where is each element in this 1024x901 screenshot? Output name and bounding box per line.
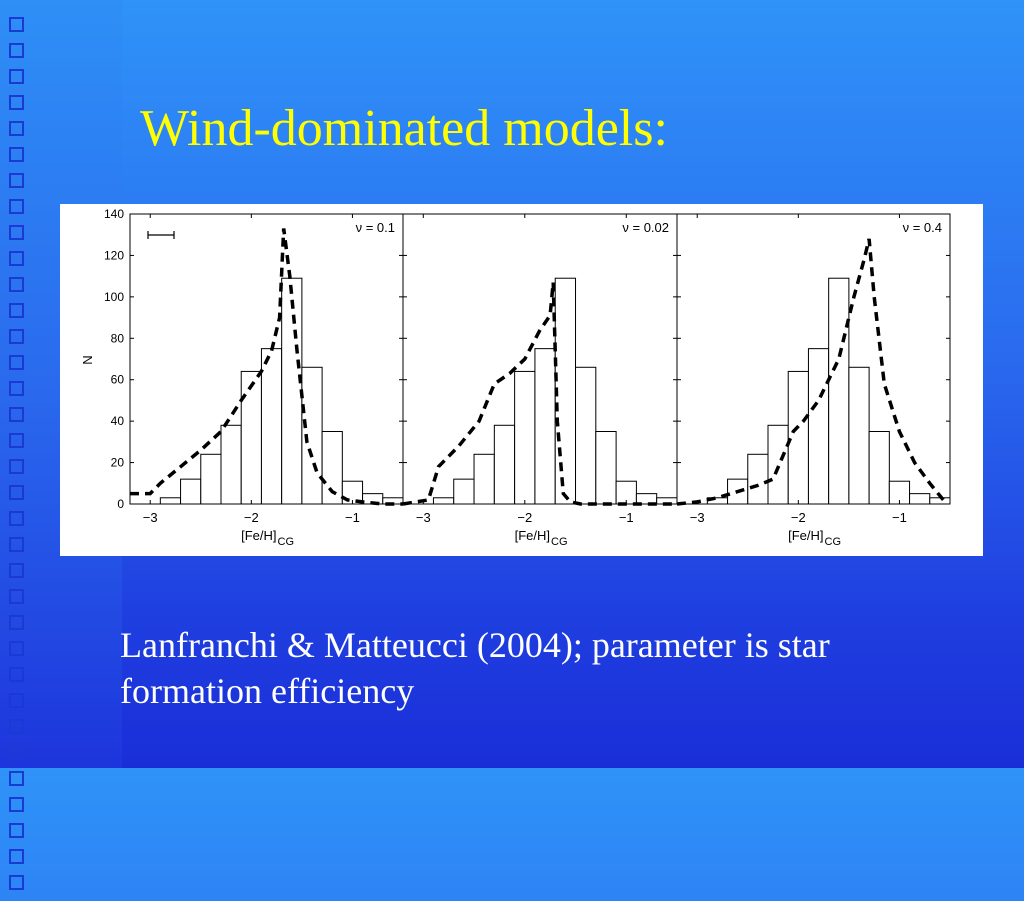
decorative-square: [9, 251, 24, 266]
decorative-square: [9, 875, 24, 890]
decorative-square: [9, 303, 24, 318]
x-tick-label: −1: [345, 510, 360, 525]
panel-label: ν = 0.4: [903, 220, 942, 235]
histogram-bar: [595, 431, 617, 505]
histogram-bar: [554, 277, 577, 505]
decorative-square: [9, 381, 24, 396]
histogram-bar: [868, 431, 890, 505]
histogram-bar: [575, 366, 597, 505]
x-tick-label: −2: [517, 510, 532, 525]
decorative-square: [9, 225, 24, 240]
histogram-bar: [281, 277, 303, 505]
decorative-square: [9, 615, 24, 630]
decorative-square: [9, 745, 24, 760]
histogram-bar: [767, 424, 789, 505]
histogram-bar: [787, 370, 809, 505]
square-pattern: [9, 17, 25, 901]
histogram-bar: [260, 348, 283, 505]
decorative-square: [9, 433, 24, 448]
x-tick-label: −1: [892, 510, 907, 525]
slide-caption: Lanfranchi & Matteucci (2004); parameter…: [120, 625, 830, 711]
decorative-square: [9, 849, 24, 864]
x-tick-label: −1: [619, 510, 634, 525]
x-axis-label: [Fe/H]: [515, 528, 550, 543]
y-tick-label: 20: [111, 456, 125, 470]
decorative-square: [9, 667, 24, 682]
decorative-square: [9, 69, 24, 84]
histogram-bar: [473, 453, 495, 505]
histogram-bar: [929, 497, 951, 505]
panel-label: ν = 0.02: [622, 220, 669, 235]
histogram-bar: [807, 348, 830, 505]
decorative-square: [9, 459, 24, 474]
y-tick-label: 140: [104, 207, 124, 221]
histogram-bar: [514, 370, 536, 505]
histogram-bar: [432, 497, 455, 505]
x-axis-label-subscript: CG: [278, 536, 295, 548]
model-curve: [676, 238, 947, 506]
x-tick-label: −3: [690, 510, 705, 525]
slide-title: Wind-dominated models:: [140, 100, 668, 157]
histogram-bar: [848, 366, 870, 505]
model-curve: [402, 282, 677, 506]
y-tick-label: 40: [111, 414, 125, 428]
y-tick-label: 0: [117, 497, 124, 511]
x-axis-label-subscript: CG: [825, 536, 842, 548]
x-tick-label: −2: [244, 510, 259, 525]
histogram-bar: [534, 348, 556, 505]
decorative-square: [9, 641, 24, 656]
decorative-square: [9, 823, 24, 838]
histogram-bar: [747, 453, 769, 505]
decorative-square: [9, 355, 24, 370]
x-tick-label: −3: [416, 510, 431, 525]
histogram-bar: [493, 424, 516, 505]
decorative-square: [9, 17, 24, 32]
x-tick-label: −3: [143, 510, 158, 525]
histogram-bar: [828, 277, 850, 505]
y-tick-label: 60: [111, 373, 125, 387]
decorative-square: [9, 199, 24, 214]
y-axis-label: N: [80, 355, 95, 364]
x-tick-label: −2: [791, 510, 806, 525]
decorative-square: [9, 797, 24, 812]
histogram-bar: [321, 431, 343, 505]
decorative-square: [9, 173, 24, 188]
decorative-square: [9, 95, 24, 110]
decorative-square: [9, 147, 24, 162]
model-curve: [130, 228, 403, 506]
decorative-square: [9, 329, 24, 344]
histogram-bar: [909, 493, 931, 505]
y-tick-label: 100: [104, 290, 124, 304]
decorative-square: [9, 563, 24, 578]
x-axis-label-subscript: CG: [551, 536, 568, 548]
decorative-square: [9, 771, 24, 786]
histogram-bar: [180, 478, 202, 505]
decorative-square: [9, 43, 24, 58]
histogram-bar: [220, 424, 242, 505]
x-axis-label: [Fe/H]: [788, 528, 823, 543]
decorative-square: [9, 589, 24, 604]
histogram-bar: [200, 453, 222, 505]
histogram-bar: [159, 497, 182, 505]
decorative-square: [9, 121, 24, 136]
decorative-square: [9, 407, 24, 422]
decorative-square: [9, 485, 24, 500]
histogram-bar: [240, 370, 262, 505]
histogram-bar: [453, 478, 475, 505]
histogram-figure: N 0 20 40 60 80 100 120 140 −3 −2 −1 [Fe/H] CG ν = 0.1…: [60, 204, 983, 556]
panel-label: ν = 0.1: [356, 220, 395, 235]
y-tick-label: 120: [104, 248, 124, 262]
decorative-square: [9, 537, 24, 552]
decorative-square: [9, 719, 24, 734]
decorative-square: [9, 511, 24, 526]
y-tick-label: 80: [111, 331, 125, 345]
x-axis-label: [Fe/H]: [241, 528, 276, 543]
decorative-square: [9, 277, 24, 292]
decorative-square: [9, 693, 24, 708]
